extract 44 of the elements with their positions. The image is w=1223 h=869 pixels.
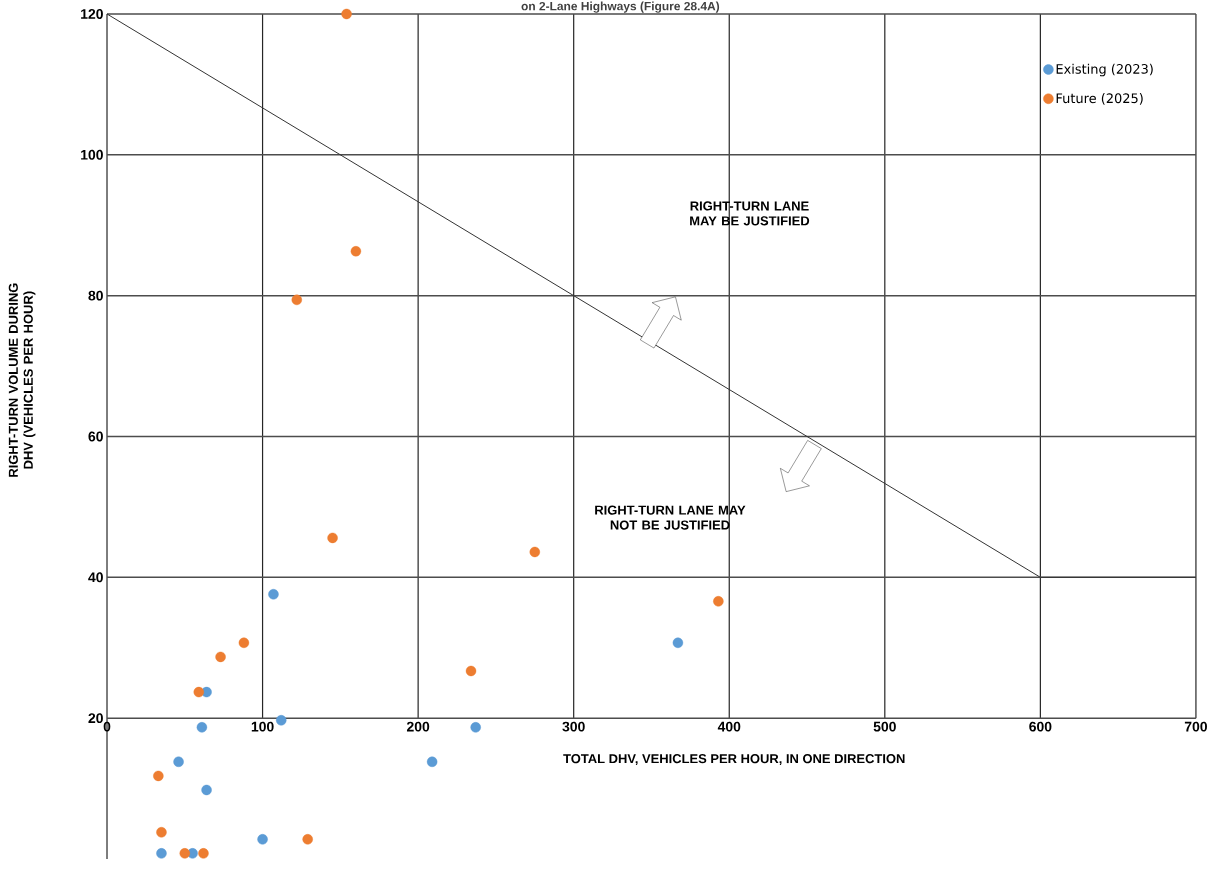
point: [196, 722, 208, 733]
y-tick-label: 100: [81, 149, 103, 160]
y-tick-label: 120: [81, 9, 103, 19]
point: [327, 532, 338, 544]
x-tick-label: 300: [562, 721, 585, 732]
point: [198, 848, 209, 859]
point: [713, 596, 724, 607]
point: [238, 637, 250, 648]
point: [426, 756, 438, 768]
point: [276, 715, 287, 726]
legend-label: Future (2025): [1056, 93, 1143, 105]
x-tick-label: 100: [251, 721, 274, 732]
y-tick-label: 80: [88, 290, 103, 301]
x-tick-label: 500: [873, 721, 896, 732]
point: [268, 589, 279, 600]
point: [465, 665, 477, 677]
point: [470, 722, 481, 733]
point: [215, 651, 226, 663]
x-axis-title: TOTAL DHV, VEHICLES PER HOUR, IN ONE DIRECTION: [563, 754, 905, 766]
point: [156, 848, 167, 859]
point: [672, 637, 684, 648]
y-tick-label: 20: [88, 713, 103, 724]
x-tick-label: 200: [406, 721, 430, 732]
point: [341, 8, 352, 20]
point: [173, 756, 184, 768]
point: [179, 848, 190, 859]
point: [350, 246, 362, 257]
x-tick-label: 600: [1029, 721, 1052, 732]
point: [291, 294, 302, 306]
x-tick-label: 0: [103, 721, 111, 732]
y-tick-label: 40: [88, 572, 103, 583]
point: [156, 827, 167, 838]
legend-label: Existing (2023): [1056, 63, 1153, 77]
x-tick-label: 700: [1184, 721, 1207, 732]
point: [201, 784, 212, 796]
x-tick-label: 400: [717, 721, 741, 732]
y-axis-title: RIGHT-TURN VOLUME DURING DHV (VEHICLES PER HOUR): [8, 283, 36, 477]
point: [153, 770, 164, 782]
point: [529, 546, 540, 558]
point: [302, 834, 313, 845]
y-tick-label: 60: [88, 431, 103, 442]
point: [257, 834, 268, 845]
point: [193, 686, 204, 698]
chart-title: on 2-Lane Highways (Figure 28.4A): [521, 1, 720, 13]
